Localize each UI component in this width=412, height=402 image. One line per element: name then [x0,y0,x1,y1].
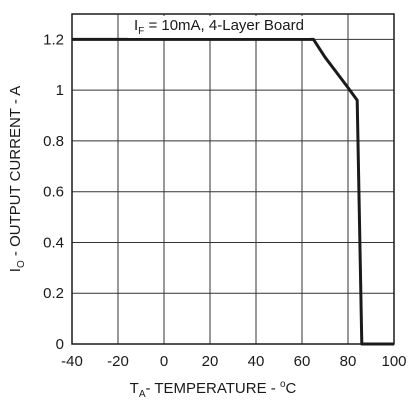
y-tick-label: 0.8 [43,133,64,150]
annotation-text: = 10mA, 4-Layer Board [144,17,304,34]
y-label-text: - OUTPUT CURRENT - A [7,86,24,260]
x-tick-labels: -40 -20 0 20 40 60 80 100 [61,353,406,370]
plot-frame [71,13,395,345]
x-tick-label: 100 [381,353,406,370]
x-tick-label: 80 [340,353,357,370]
x-label-superscript: o [280,379,286,390]
x-axis-label: TA- TEMPERATURE - oC [130,379,297,400]
x-label-mid: - TEMPERATURE - [145,380,279,397]
x-tick-label: -20 [107,353,129,370]
y-tick-label: 0.6 [43,184,64,201]
y-tick-label: 1 [56,82,64,99]
y-axis-label: IO - OUTPUT CURRENT - A [7,86,27,272]
x-tick-label: 20 [202,353,219,370]
annotation-subscript: F [138,26,144,37]
y-tick-label: 1.2 [43,31,64,48]
annotation-prefix: I [134,17,138,34]
y-label-subscript: O [16,260,27,268]
y-tick-labels: 0 0.2 0.4 0.6 0.8 1 1.2 [43,31,64,353]
grid [71,14,395,345]
chart-annotation: IF = 10mA, 4-Layer Board [134,17,304,37]
x-tick-label: 40 [248,353,265,370]
x-label-suffix: C [286,380,297,397]
y-tick-label: 0.4 [43,234,64,251]
x-label-subscript: A [139,389,146,400]
x-tick-label: 60 [294,353,311,370]
series-line [72,37,394,346]
x-tick-label: -40 [61,353,83,370]
x-label-prefix: T [130,380,139,397]
annotation-background [128,16,310,38]
x-tick-label: 0 [160,353,168,370]
y-tick-label: 0 [56,336,64,353]
y-label-prefix: I [7,268,24,272]
y-tick-label: 0.2 [43,285,64,302]
